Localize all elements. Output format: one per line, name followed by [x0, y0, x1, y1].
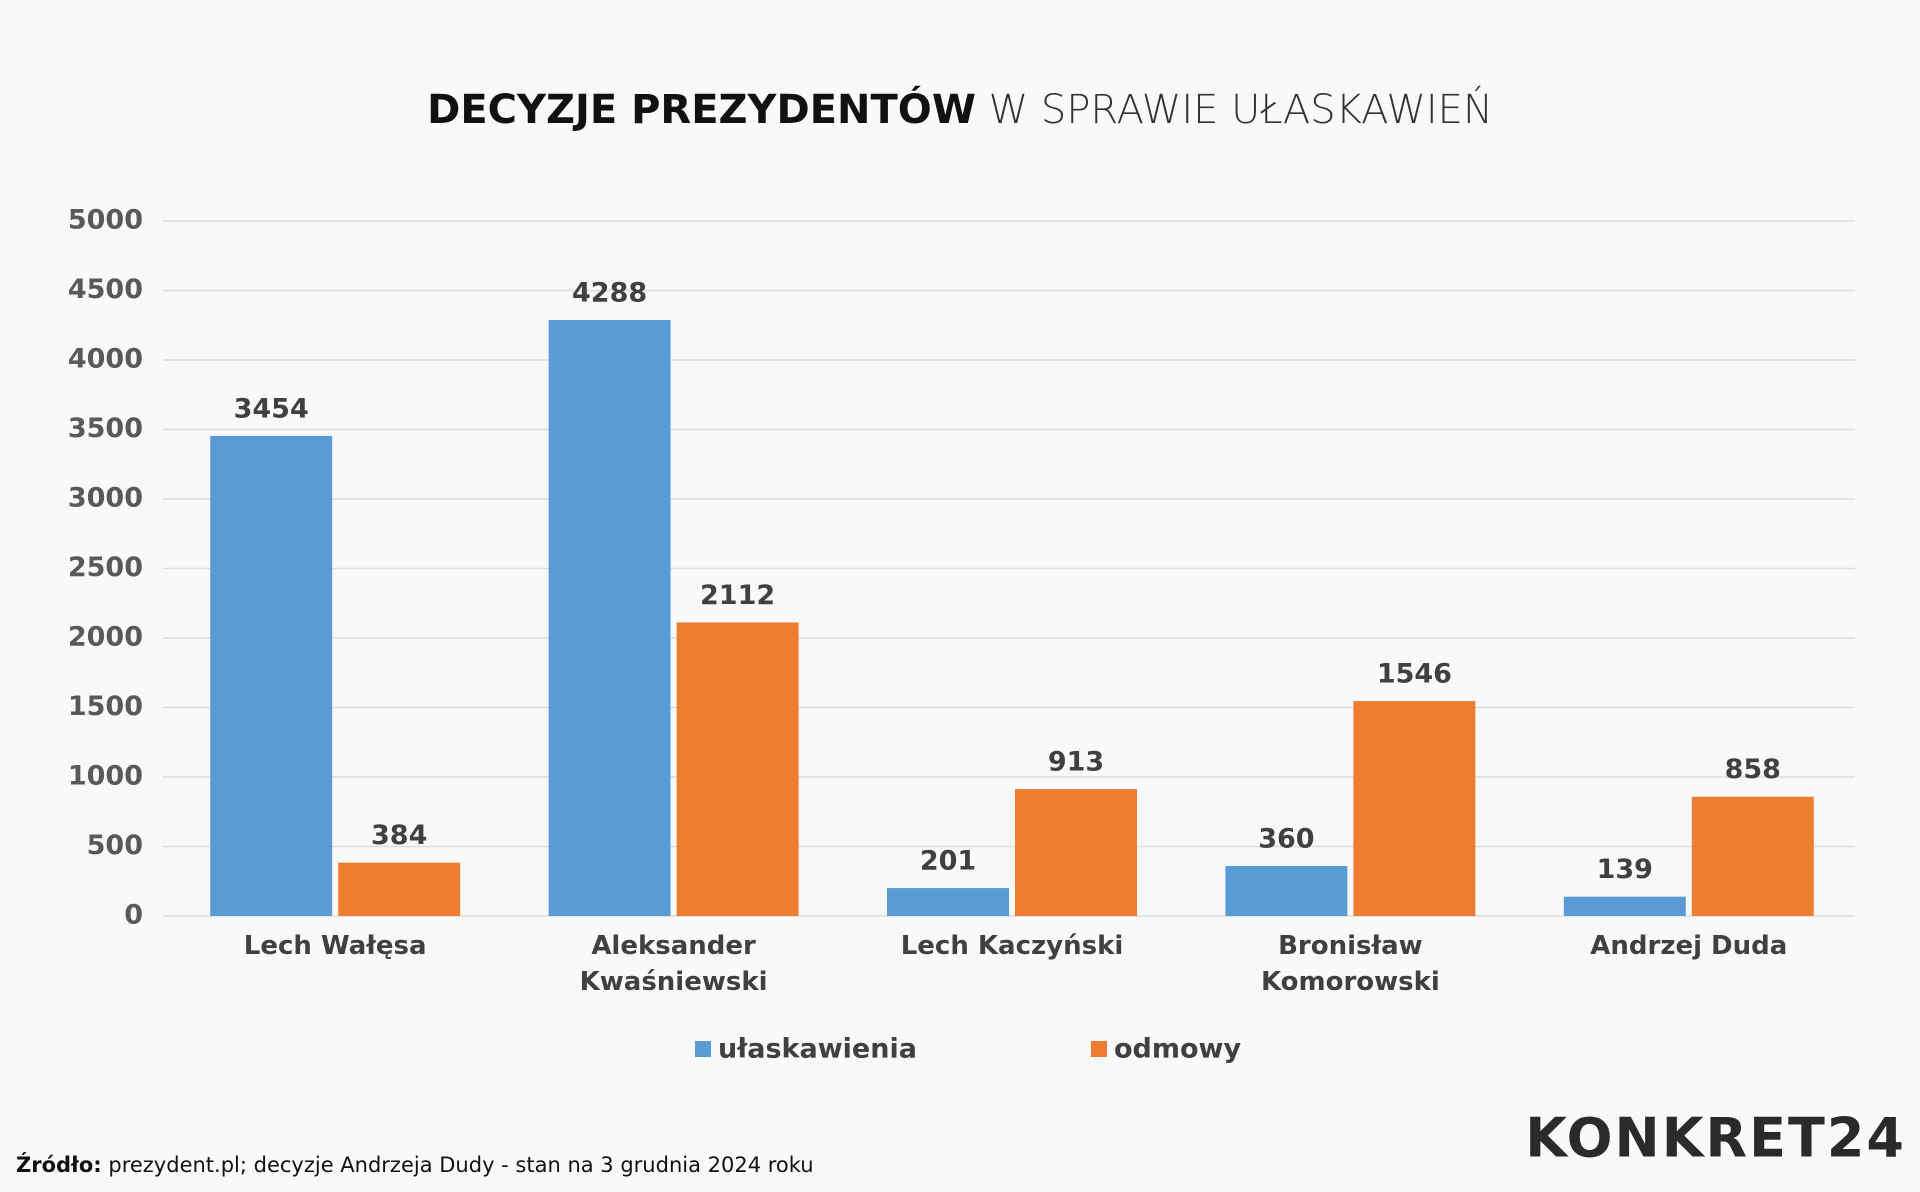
bar: [676, 622, 799, 916]
title-rest: W SPRAWIE UŁASKAWIEŃ: [989, 85, 1493, 133]
y-tick-label: 0: [124, 900, 143, 931]
y-tick-label: 1500: [68, 691, 143, 722]
data-label: 201: [920, 846, 976, 877]
legend-label: odmowy: [1114, 1034, 1242, 1065]
bar: [548, 319, 671, 916]
y-tick-label: 4500: [68, 274, 143, 305]
x-tick-label: Andrzej Duda: [1590, 931, 1788, 961]
chart-title: DECYZJE PREZYDENTÓW W SPRAWIE UŁASKAWIEŃ: [427, 85, 1493, 133]
bar: [1015, 789, 1137, 916]
data-label: 3454: [234, 393, 309, 424]
data-label: 2112: [700, 580, 775, 611]
logo: KONKRET24: [1525, 1107, 1906, 1170]
data-label: 360: [1258, 823, 1314, 854]
title-bold: DECYZJE PREZYDENTÓW: [427, 85, 976, 133]
bar: [1225, 865, 1348, 916]
x-tick-label: Aleksander Kwaśniewski: [579, 931, 768, 997]
legend-swatch: [1091, 1041, 1107, 1057]
data-label: 384: [371, 820, 427, 851]
y-tick-label: 1000: [68, 761, 143, 792]
bar: [1353, 701, 1476, 916]
data-label: 1546: [1377, 659, 1452, 690]
data-label: 139: [1597, 854, 1653, 885]
source-label: Źródło:: [16, 1152, 102, 1177]
legend-swatch: [695, 1041, 711, 1057]
y-tick-label: 4000: [68, 344, 143, 375]
source: Źródło: prezydent.pl; decyzje Andrzeja D…: [16, 1152, 814, 1177]
bar: [210, 435, 333, 916]
x-tick-label: Bronisław Komorowski: [1260, 931, 1440, 997]
y-tick-label: 2500: [68, 552, 143, 583]
data-label: 4288: [572, 277, 647, 308]
y-tick-label: 500: [87, 830, 143, 861]
bar: [338, 862, 461, 916]
y-tick-label: 3000: [68, 483, 143, 514]
y-tick-label: 3500: [68, 413, 143, 444]
y-tick-label: 2000: [68, 622, 143, 653]
source-text: prezydent.pl; decyzje Andrzeja Dudy - st…: [108, 1153, 813, 1177]
x-tick-label: Lech Kaczyński: [900, 931, 1124, 961]
data-label: 858: [1725, 754, 1781, 785]
data-label: 913: [1048, 747, 1104, 778]
bar: [887, 888, 1009, 916]
y-tick-label: 5000: [68, 205, 143, 236]
bar: [1691, 796, 1814, 916]
bar: [1563, 896, 1686, 916]
x-tick-label: Lech Wałęsa: [243, 931, 427, 961]
legend-label: ułaskawienia: [718, 1034, 917, 1065]
